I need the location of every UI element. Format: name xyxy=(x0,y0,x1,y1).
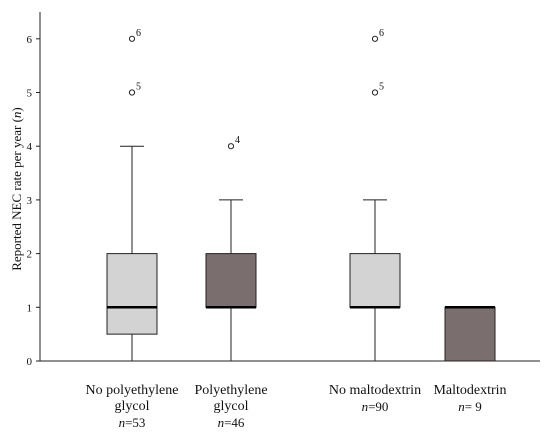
category-label: No maltodextrin n=90 xyxy=(305,383,445,415)
outlier-point xyxy=(128,89,136,96)
iqr-box xyxy=(106,253,158,335)
y-tick-label: 2 xyxy=(27,249,33,261)
outlier-label: 5 xyxy=(136,82,141,93)
sample-size: n=53 xyxy=(62,415,202,431)
sample-size-prefix: n xyxy=(361,399,369,414)
y-tick-label: 3 xyxy=(27,195,33,207)
sample-size-value: =90 xyxy=(368,399,389,414)
iqr-box xyxy=(349,253,401,308)
sample-size: n=90 xyxy=(305,399,445,415)
sample-size-prefix: n xyxy=(458,399,465,414)
box-group xyxy=(444,306,496,362)
outlier-point xyxy=(371,35,379,42)
y-axis-label: Reported NEC rate per year (n) xyxy=(9,107,24,271)
sample-size-prefix: n xyxy=(217,415,225,430)
box-group: 4 xyxy=(205,135,257,362)
iqr-box xyxy=(444,306,496,362)
outlier-label: 4 xyxy=(235,135,240,146)
y-tick-label: 4 xyxy=(27,141,33,153)
y-tick-label: 5 xyxy=(27,88,33,100)
category-label: Polyethylene glycol n=46 xyxy=(161,383,301,431)
sample-size-value: =46 xyxy=(224,415,245,430)
category-line2: glycol xyxy=(213,399,249,414)
category-line2: glycol xyxy=(114,399,150,414)
y-tick-label: 6 xyxy=(27,34,33,46)
sample-size: n=46 xyxy=(161,415,301,431)
y-tick-label: 0 xyxy=(27,356,33,368)
outlier-point xyxy=(128,35,136,42)
category-line1: No polyethylene xyxy=(85,383,179,398)
category-line1: Polyethylene xyxy=(194,383,268,398)
category-line1: No maltodextrin xyxy=(328,383,422,398)
category-label: No polyethylene glycol n=53 xyxy=(62,383,202,431)
sample-size-value: =53 xyxy=(125,415,146,430)
category-line1: Maltodextrin xyxy=(433,383,507,398)
sample-size-prefix: n xyxy=(118,415,126,430)
sample-size-value: = 9 xyxy=(464,399,482,414)
sample-size: n= 9 xyxy=(400,399,540,415)
outlier-label: 5 xyxy=(379,82,384,93)
outlier-label: 6 xyxy=(136,28,141,39)
y-tick-label: 1 xyxy=(27,302,33,314)
outlier-point xyxy=(371,89,379,96)
iqr-box xyxy=(205,253,257,308)
box-group: 56 xyxy=(349,28,401,362)
box-group: 56 xyxy=(106,28,158,362)
category-label: Maltodextrin n= 9 xyxy=(400,383,540,415)
outlier-point xyxy=(227,143,235,150)
outlier-label: 6 xyxy=(379,28,384,39)
